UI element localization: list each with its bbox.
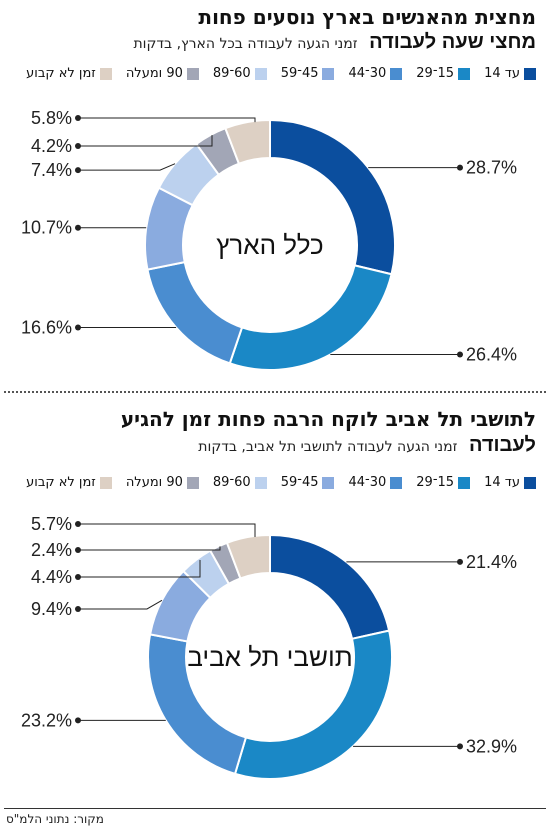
leader-line <box>78 599 163 610</box>
leader-dot <box>75 224 81 231</box>
legend-swatch <box>254 67 267 80</box>
legend-label: זמן לא קבוע <box>26 475 96 490</box>
value-label: 5.8% <box>31 108 72 128</box>
chart1-legend: עד 14 15־29 30־44 45־59 60־89 90 ומעלה זמן לא … <box>26 66 536 81</box>
legend-swatch <box>524 67 536 80</box>
value-label: 10.7% <box>21 218 72 238</box>
chart2-legend-item: עד 14 <box>484 475 536 490</box>
chart2-subtitle: לעבודה זמני הגעה לעבודה לתושבי תל אביב, … <box>198 433 536 459</box>
donut-slice <box>233 629 393 780</box>
chart1-legend-item: 90 ומעלה <box>126 66 199 81</box>
donut-slice <box>225 533 271 580</box>
leader-dot <box>457 558 463 565</box>
chart1-legend-item: 30־44 <box>348 66 403 81</box>
legend-swatch <box>322 476 335 489</box>
chart1-subtitle-main: מחצי שעה לעבודה <box>369 31 536 53</box>
donut-slice <box>269 533 391 641</box>
leader-line <box>78 135 213 147</box>
legend-label: 15־29 <box>416 475 455 490</box>
chart2-legend-item: 45־59 <box>281 475 335 490</box>
legend-swatch <box>99 476 112 489</box>
legend-label: 90 ומעלה <box>125 475 183 490</box>
chart2-legend-item: 15־29 <box>416 475 471 490</box>
legend-swatch <box>458 476 471 489</box>
value-label: 26.4% <box>466 344 517 364</box>
chart1-donut: 28.7% 26.4% 16.6% 10.7% 7.4% 4.2% 5.8% כלל הארץ <box>21 108 517 371</box>
leader-line <box>78 546 221 551</box>
legend-swatch <box>458 67 471 80</box>
leader-dot <box>457 351 463 358</box>
legend-label: 45־59 <box>280 66 319 81</box>
legend-label: 15־29 <box>416 66 455 81</box>
center-label: תושבי תל אביב <box>187 642 352 672</box>
legend-label: 60־89 <box>212 66 251 81</box>
chart1-legend-item: 15־29 <box>416 66 471 81</box>
bottom-rule <box>4 808 546 809</box>
legend-label: 60־89 <box>212 475 251 490</box>
leader-line <box>78 523 256 537</box>
legend-label: זמן לא קבוע <box>26 66 96 81</box>
leader-dot <box>75 605 81 612</box>
chart2-legend-item: 30־44 <box>348 475 403 490</box>
value-label: 32.9% <box>466 736 517 756</box>
legend-label: 45־59 <box>280 475 319 490</box>
legend-label: 30־44 <box>348 66 387 81</box>
legend-label: עד 14 <box>484 66 520 81</box>
leader-dot <box>75 115 81 121</box>
donut-slice <box>224 118 271 166</box>
chart1-legend-item: 60־89 <box>213 66 267 81</box>
leader-dot <box>457 164 463 171</box>
chart2-subtitle-note: זמני הגעה לעבודה לתושבי תל אביב, בדקות <box>198 439 458 455</box>
legend-label: עד 14 <box>484 475 520 490</box>
legend-swatch <box>186 67 199 80</box>
chart2-donut: 21.4% 32.9% 23.2% 9.4% 4.4% 2.4% 5.7% תושבי תל … <box>21 514 517 780</box>
chart2-subtitle-main: לעבודה <box>468 434 536 456</box>
leader-dot <box>75 324 81 331</box>
value-label: 2.4% <box>31 540 72 560</box>
value-label: 7.4% <box>31 160 72 180</box>
leader-dot <box>75 143 81 149</box>
chart2-legend-item: 90 ומעלה <box>126 475 199 490</box>
chart1-subtitle: מחצי שעה לעבודה זמני הגעה לעבודה בכל האר… <box>133 30 536 56</box>
legend-swatch <box>254 476 267 489</box>
leader-line <box>78 559 201 578</box>
chart1-title: מחצית מהאנשים בארץ נוסעים פחות <box>198 5 536 29</box>
chart2-legend-item: זמן לא קבוע <box>26 475 112 490</box>
chart2-legend-item: 60־89 <box>213 475 267 490</box>
donut-slice <box>146 260 244 365</box>
legend-label: 90 ומעלה <box>125 66 183 81</box>
chart1-legend-item: זמן לא קבוע <box>26 66 112 81</box>
section-divider <box>4 391 546 393</box>
leader-dot <box>75 574 81 580</box>
value-label: 9.4% <box>31 599 72 619</box>
chart1-legend-item: עד 14 <box>484 66 536 81</box>
legend-swatch <box>390 67 403 80</box>
legend-swatch <box>99 67 112 80</box>
leader-dot <box>75 167 81 174</box>
legend-swatch <box>390 476 403 489</box>
leader-dot <box>75 521 81 527</box>
legend-swatch <box>186 476 199 489</box>
value-label: 16.6% <box>21 318 72 338</box>
leader-line <box>78 117 256 123</box>
chart2-title: לתושבי תל אביב לוקח הרבה פחות זמן להגיע <box>120 407 536 431</box>
leader-dot <box>457 743 463 750</box>
value-label: 4.4% <box>31 567 72 587</box>
value-label: 5.7% <box>31 514 72 534</box>
chart2-legend: עד 14 15־29 30־44 45־59 60־89 90 ומעלה זמן לא … <box>26 475 536 490</box>
source-note: מקור: נתוני הלמ"ס <box>6 812 104 826</box>
chart1-subtitle-note: זמני הגעה לעבודה בכל הארץ, בדקות <box>133 36 358 52</box>
value-label: 28.7% <box>466 158 517 178</box>
legend-swatch <box>524 476 536 489</box>
chart1-legend-item: 45־59 <box>281 66 335 81</box>
value-label: 21.4% <box>466 552 517 572</box>
leader-dot <box>75 547 81 553</box>
legend-swatch <box>322 67 335 80</box>
value-label: 23.2% <box>21 710 72 730</box>
value-label: 4.2% <box>31 136 72 156</box>
leader-line <box>78 163 176 171</box>
leader-dot <box>75 717 81 724</box>
legend-label: 30־44 <box>348 475 387 490</box>
center-label: כלל הארץ <box>216 230 323 260</box>
